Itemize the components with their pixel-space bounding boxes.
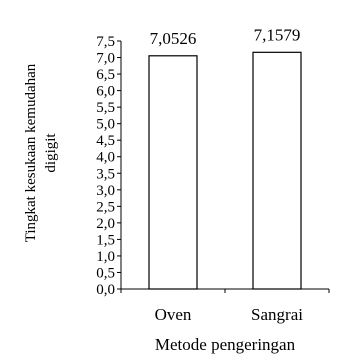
y-tick-label: 6,5: [96, 67, 115, 83]
y-tick-label: 3,5: [96, 166, 115, 182]
y-axis-ticks: 0,00,51,01,52,02,53,03,54,04,55,05,56,06…: [96, 34, 121, 298]
y-tick-label: 1,5: [96, 232, 115, 248]
y-tick-label: 6,0: [96, 84, 115, 100]
y-tick-label: 0,5: [96, 265, 115, 281]
y-tick-label: 2,0: [96, 216, 115, 232]
data-labels: 7,0526 7,1579: [150, 25, 301, 47]
bars: [148, 51, 302, 290]
y-tick-label: 7,0: [96, 51, 115, 67]
bar-sangrai: [252, 51, 302, 290]
x-axis-ticks: [120, 289, 330, 293]
y-tick-label: 7,5: [96, 34, 115, 50]
x-tick-label: Oven: [155, 305, 192, 324]
y-tick-label: 2,5: [96, 199, 115, 215]
data-label: 7,1579: [254, 25, 301, 44]
y-axis-title-line-2: digigit: [43, 133, 59, 173]
y-tick-label: 3,0: [96, 183, 115, 199]
y-tick-label: 1,0: [96, 249, 115, 265]
y-tick-label: 0,0: [96, 282, 115, 298]
y-tick-label: 5,5: [96, 100, 115, 116]
y-axis-title-line-1: Tingkat kesukaan kemudahan: [23, 63, 39, 242]
x-axis-title: Metode pengeringan: [155, 335, 296, 354]
y-tick-label: 5,0: [96, 117, 115, 133]
y-axis-title: Tingkat kesukaan kemudahan digigit: [23, 63, 59, 242]
y-tick-label: 4,0: [96, 150, 115, 166]
y-tick-label: 4,5: [96, 133, 115, 149]
bar-oven: [148, 55, 198, 290]
x-axis-tick-labels: Oven Sangrai: [155, 305, 304, 324]
data-label: 7,0526: [150, 29, 197, 48]
x-tick-label: Sangrai: [251, 305, 303, 324]
